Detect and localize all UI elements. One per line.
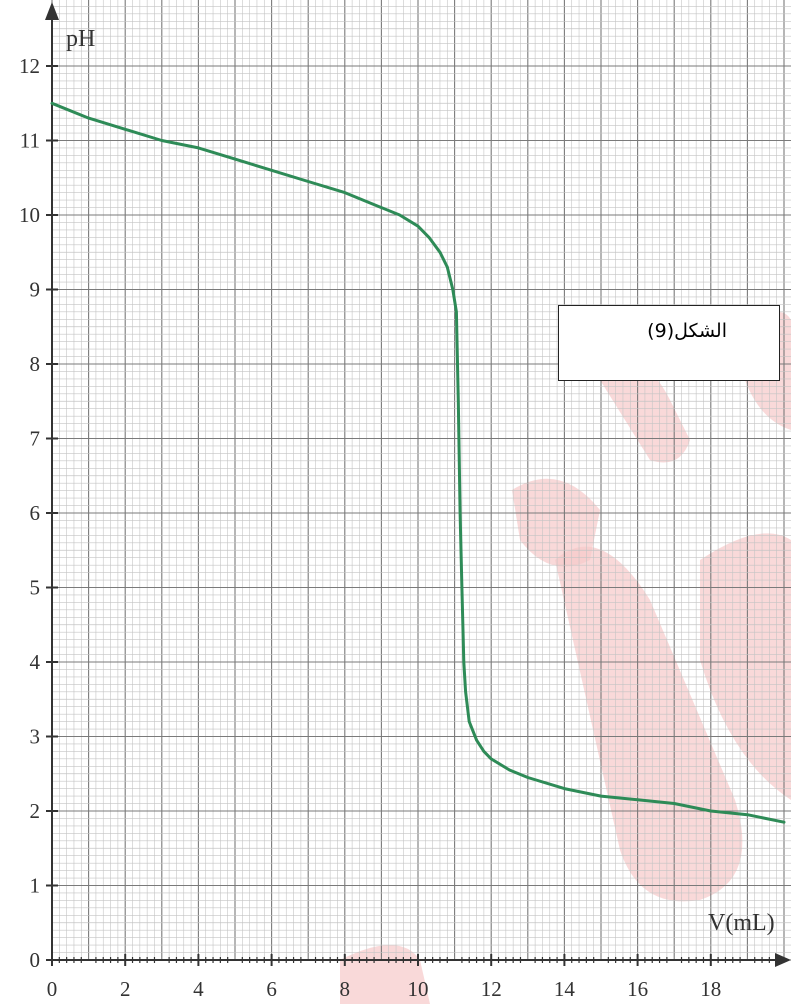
x-tick-label: 10 (408, 977, 429, 1001)
y-tick-label: 6 (30, 501, 41, 525)
y-axis-arrow (45, 2, 59, 20)
watermark-shape (555, 546, 743, 902)
y-tick-label: 12 (19, 54, 40, 78)
series-line (50, 101, 786, 824)
grid (51, 0, 791, 961)
series-group (50, 101, 786, 824)
y-tick-label: 7 (30, 427, 41, 451)
x-tick-label: 2 (120, 977, 131, 1001)
watermark-shape (512, 478, 600, 567)
y-tick-label: 3 (30, 725, 41, 749)
x-tick-label: 16 (627, 977, 648, 1001)
x-tick-label: 4 (193, 977, 204, 1001)
x-tick-label: 8 (340, 977, 351, 1001)
x-tick-label: 14 (554, 977, 576, 1001)
watermark-shape (700, 533, 791, 800)
y-tick-label: 1 (30, 874, 41, 898)
y-tick-label: 8 (30, 352, 41, 376)
y-tick-label: 5 (30, 576, 41, 600)
x-tick-label: 12 (481, 977, 502, 1001)
x-tick-label: 6 (266, 977, 277, 1001)
y-tick-label: 10 (19, 203, 40, 227)
x-axis-label: V(mL) (708, 910, 775, 936)
y-tick-label: 4 (30, 650, 41, 674)
x-tick-label: 0 (47, 977, 58, 1001)
y-tick-label: 0 (30, 948, 41, 972)
figure-caption-box: الشكل(9) (558, 305, 780, 381)
y-axis-label: pH (66, 26, 95, 52)
y-tick-label: 9 (30, 278, 41, 302)
figure-caption: الشكل(9) (647, 320, 727, 342)
x-axis-arrow (775, 953, 791, 967)
y-tick-label: 11 (20, 129, 40, 153)
y-tick-label: 2 (30, 799, 41, 823)
axes (45, 2, 791, 967)
x-tick-label: 18 (700, 977, 721, 1001)
